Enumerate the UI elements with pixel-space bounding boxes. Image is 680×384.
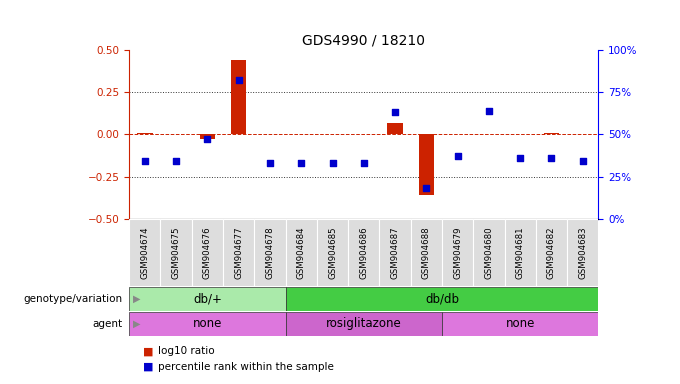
Point xyxy=(265,160,275,166)
Text: ■: ■ xyxy=(143,362,153,372)
Point xyxy=(577,158,588,164)
Text: ▶: ▶ xyxy=(133,318,140,329)
Point xyxy=(296,160,307,166)
Bar xyxy=(348,219,379,286)
Point xyxy=(483,108,494,114)
Point xyxy=(202,136,213,142)
Bar xyxy=(388,122,403,134)
Bar xyxy=(200,134,215,139)
Text: GSM904674: GSM904674 xyxy=(140,226,150,279)
Bar xyxy=(160,219,192,286)
Text: GSM904682: GSM904682 xyxy=(547,226,556,279)
Text: none: none xyxy=(505,317,535,330)
Text: GSM904680: GSM904680 xyxy=(484,226,494,279)
Text: GSM904684: GSM904684 xyxy=(296,226,306,279)
Bar xyxy=(418,134,434,195)
Text: rosiglitazone: rosiglitazone xyxy=(326,317,402,330)
Text: GSM904688: GSM904688 xyxy=(422,226,431,279)
Point xyxy=(515,155,526,161)
Bar xyxy=(129,286,286,311)
Text: GSM904675: GSM904675 xyxy=(171,226,181,279)
Text: GSM904683: GSM904683 xyxy=(578,226,588,279)
Text: GSM904685: GSM904685 xyxy=(328,226,337,279)
Point xyxy=(546,155,557,161)
Bar xyxy=(223,219,254,286)
Text: ■: ■ xyxy=(143,346,153,356)
Text: GSM904687: GSM904687 xyxy=(390,226,400,279)
Bar xyxy=(505,219,536,286)
Text: GSM904686: GSM904686 xyxy=(359,226,369,279)
Bar xyxy=(254,219,286,286)
Text: genotype/variation: genotype/variation xyxy=(23,293,122,304)
Text: db/db: db/db xyxy=(425,292,459,305)
Point xyxy=(421,185,432,192)
Text: none: none xyxy=(192,317,222,330)
Bar xyxy=(137,133,152,134)
Text: percentile rank within the sample: percentile rank within the sample xyxy=(158,362,334,372)
Bar xyxy=(536,219,567,286)
Text: GSM904676: GSM904676 xyxy=(203,226,212,279)
Text: ▶: ▶ xyxy=(133,293,140,304)
Bar xyxy=(129,219,160,286)
Point xyxy=(452,153,463,159)
Text: GSM904678: GSM904678 xyxy=(265,226,275,279)
Bar xyxy=(286,219,317,286)
Point xyxy=(390,109,401,116)
Bar xyxy=(442,311,598,336)
Bar xyxy=(473,219,505,286)
Bar xyxy=(286,311,442,336)
Title: GDS4990 / 18210: GDS4990 / 18210 xyxy=(303,33,425,47)
Text: agent: agent xyxy=(92,318,122,329)
Text: GSM904681: GSM904681 xyxy=(515,226,525,279)
Point xyxy=(233,77,244,83)
Text: log10 ratio: log10 ratio xyxy=(158,346,214,356)
Point xyxy=(358,160,369,166)
Bar xyxy=(192,219,223,286)
Bar xyxy=(411,219,442,286)
Bar xyxy=(286,286,598,311)
Text: db/+: db/+ xyxy=(193,292,222,305)
Point xyxy=(171,158,182,164)
Text: GSM904679: GSM904679 xyxy=(453,226,462,279)
Bar xyxy=(129,311,286,336)
Bar xyxy=(231,60,246,134)
Bar xyxy=(567,219,598,286)
Bar xyxy=(442,219,473,286)
Bar xyxy=(317,219,348,286)
Bar xyxy=(544,133,559,134)
Point xyxy=(139,158,150,164)
Point xyxy=(327,160,338,166)
Bar xyxy=(379,219,411,286)
Text: GSM904677: GSM904677 xyxy=(234,226,243,279)
